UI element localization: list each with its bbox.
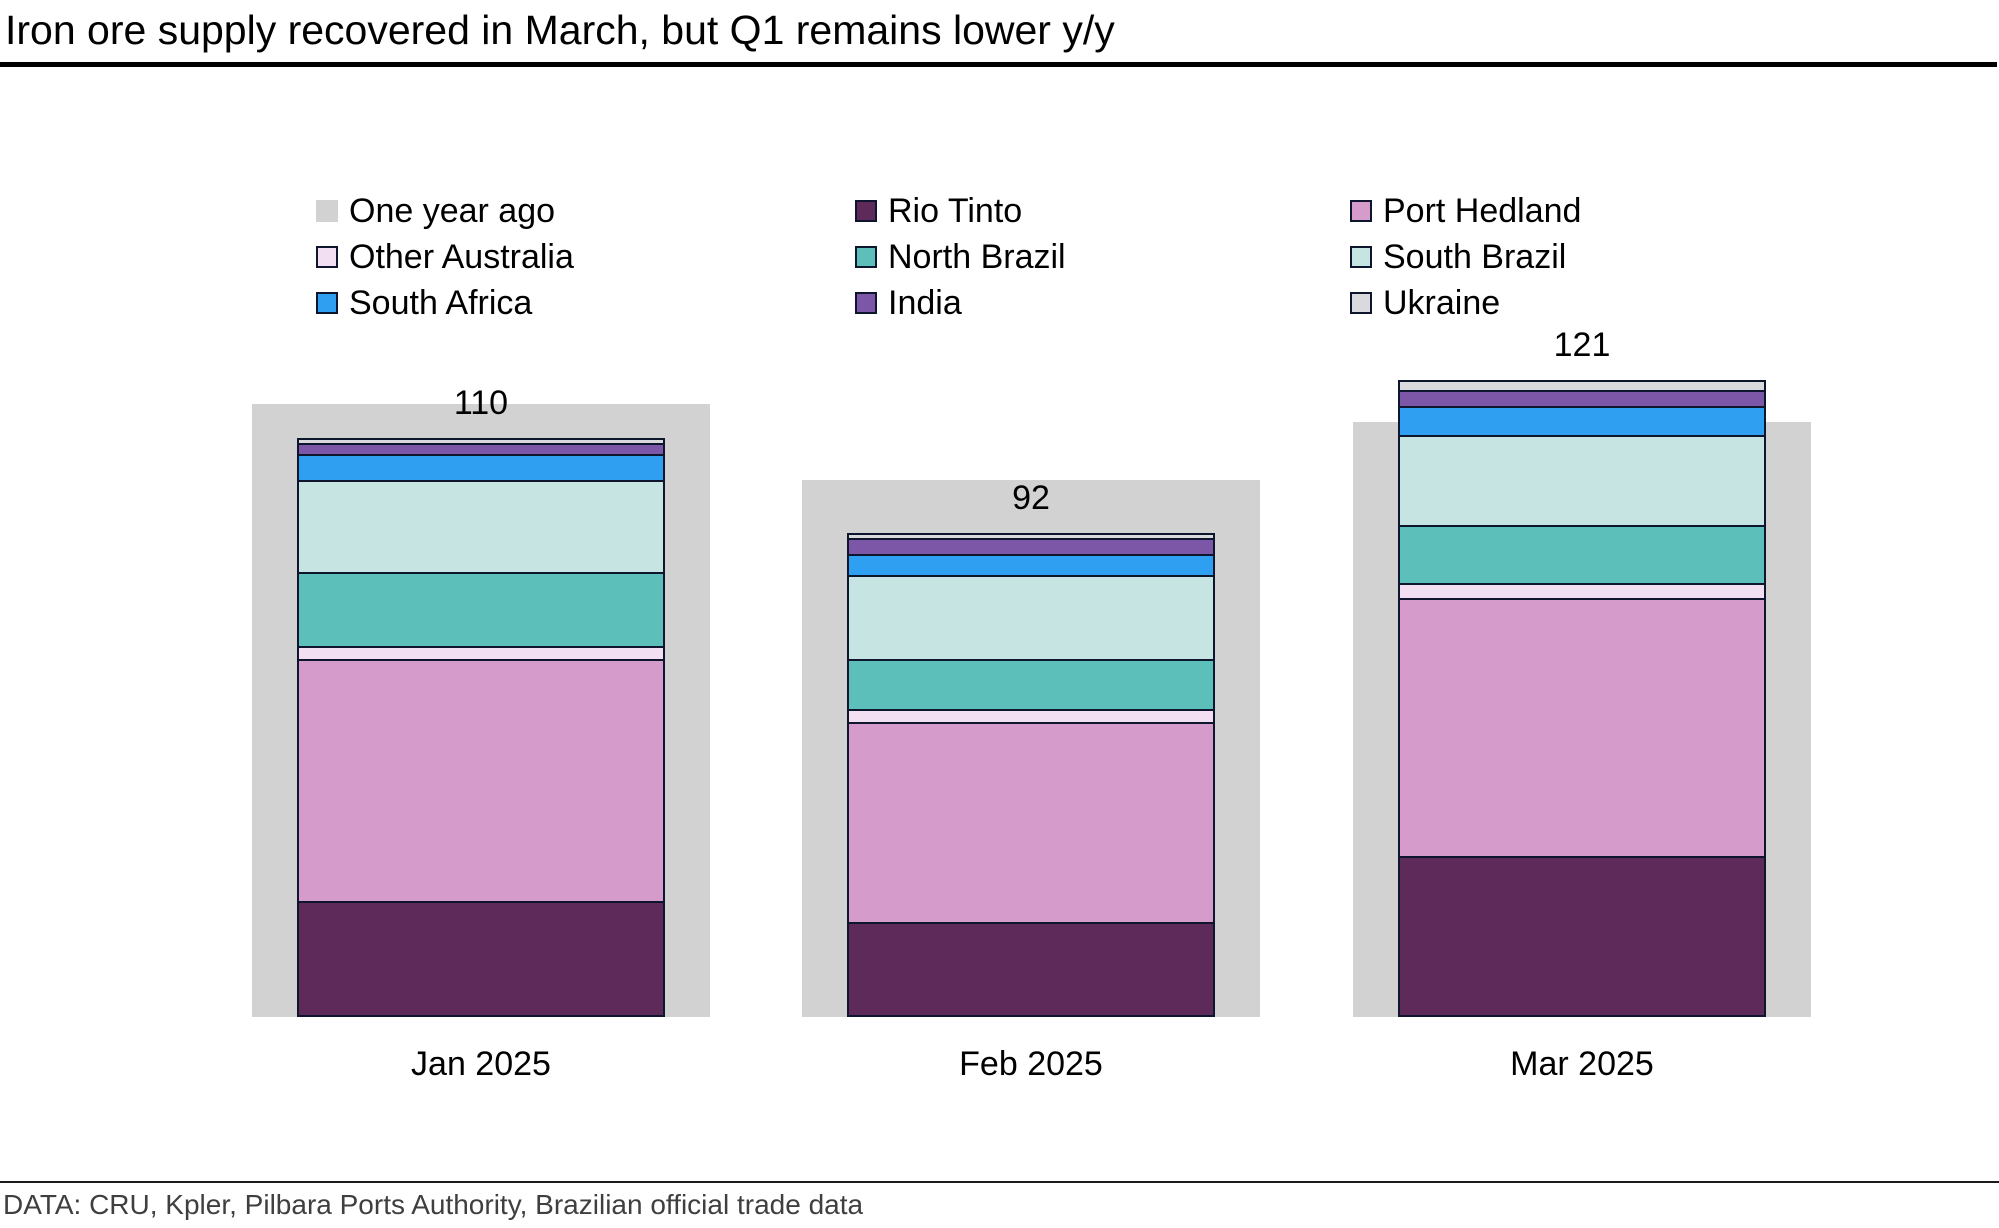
- legend-column-1: One year ago Other Australia South Africa: [316, 188, 574, 326]
- source-note: DATA: CRU, Kpler, Pilbara Ports Authorit…: [3, 1189, 864, 1220]
- x-axis-label-mar-2025: Mar 2025: [1510, 1045, 1654, 1083]
- legend-label-rio-tinto: Rio Tinto: [888, 191, 1023, 230]
- bar-segment-jan-2025-south-africa: [297, 453, 665, 480]
- legend-item-north-brazil: North Brazil: [855, 234, 1066, 280]
- bar-segment-feb-2025-north-brazil: [847, 658, 1215, 709]
- bar-segment-mar-2025-india: [1398, 390, 1766, 407]
- legend-item-ukraine: Ukraine: [1350, 280, 1581, 326]
- legend-label-south-brazil: South Brazil: [1383, 237, 1567, 276]
- bar-segment-jan-2025-india: [297, 443, 665, 454]
- bar-segment-mar-2025-south-brazil: [1398, 435, 1766, 525]
- legend-column-3: Port Hedland South Brazil Ukraine: [1350, 188, 1581, 326]
- legend-swatch-rio-tinto: [855, 200, 877, 222]
- legend-swatch-south-africa: [316, 292, 338, 314]
- legend-label-port-hedland: Port Hedland: [1383, 191, 1582, 230]
- bar-mar-2025: [1398, 379, 1766, 1017]
- legend-item-one-year-ago: One year ago: [316, 188, 574, 234]
- title-rule: [0, 62, 1997, 67]
- bar-segment-feb-2025-port-hedland: [847, 722, 1215, 923]
- legend-item-other-australia: Other Australia: [316, 234, 574, 280]
- legend-swatch-port-hedland: [1350, 200, 1372, 222]
- legend-item-south-brazil: South Brazil: [1350, 234, 1581, 280]
- bar-segment-jan-2025-rio-tinto: [297, 901, 665, 1017]
- legend-item-rio-tinto: Rio Tinto: [855, 188, 1066, 234]
- legend-swatch-south-brazil: [1350, 246, 1372, 268]
- legend-column-2: Rio Tinto North Brazil India: [855, 188, 1066, 326]
- bar-segment-mar-2025-north-brazil: [1398, 524, 1766, 583]
- bar-segment-mar-2025-south-africa: [1398, 406, 1766, 436]
- legend-swatch-india: [855, 292, 877, 314]
- total-label-jan-2025: 110: [453, 383, 509, 422]
- bar-segment-jan-2025-other-australia: [297, 645, 665, 659]
- x-axis-label-jan-2025: Jan 2025: [411, 1045, 551, 1083]
- x-axis-label-feb-2025: Feb 2025: [959, 1045, 1103, 1083]
- bar-jan-2025: [297, 437, 665, 1017]
- legend-swatch-ukraine: [1350, 292, 1372, 314]
- bar-segment-feb-2025-other-australia: [847, 708, 1215, 723]
- bar-segment-feb-2025-south-brazil: [847, 574, 1215, 659]
- bar-segment-feb-2025-ukraine: [847, 532, 1215, 538]
- legend-label-south-africa: South Africa: [349, 283, 533, 322]
- bar-segment-jan-2025-port-hedland: [297, 658, 665, 902]
- bar-segment-feb-2025-rio-tinto: [847, 922, 1215, 1017]
- bar-segment-mar-2025-port-hedland: [1398, 598, 1766, 857]
- total-label-feb-2025: 92: [1012, 478, 1050, 517]
- legend-label-other-australia: Other Australia: [349, 237, 574, 276]
- total-label-mar-2025: 121: [1553, 325, 1611, 364]
- bar-segment-mar-2025-ukraine: [1398, 379, 1766, 391]
- chart-title: Iron ore supply recovered in March, but …: [5, 7, 1115, 53]
- legend-swatch-one-year-ago: [316, 200, 338, 222]
- legend-item-port-hedland: Port Hedland: [1350, 188, 1581, 234]
- legend-item-south-africa: South Africa: [316, 280, 574, 326]
- bar-feb-2025: [847, 532, 1215, 1017]
- bar-segment-jan-2025-ukraine: [297, 437, 665, 443]
- bar-segment-jan-2025-north-brazil: [297, 572, 665, 646]
- footer-rule: [0, 1181, 1999, 1183]
- legend-label-india: India: [888, 283, 962, 322]
- bar-segment-mar-2025-rio-tinto: [1398, 856, 1766, 1017]
- legend-swatch-north-brazil: [855, 246, 877, 268]
- legend-label-ukraine: Ukraine: [1383, 283, 1501, 322]
- legend-label-one-year-ago: One year ago: [349, 191, 556, 230]
- legend-item-india: India: [855, 280, 1066, 326]
- bar-segment-feb-2025-india: [847, 537, 1215, 554]
- bar-segment-feb-2025-south-africa: [847, 553, 1215, 575]
- legend-label-north-brazil: North Brazil: [888, 237, 1066, 276]
- legend-swatch-other-australia: [316, 246, 338, 268]
- bar-segment-mar-2025-other-australia: [1398, 582, 1766, 599]
- bar-segment-jan-2025-south-brazil: [297, 479, 665, 572]
